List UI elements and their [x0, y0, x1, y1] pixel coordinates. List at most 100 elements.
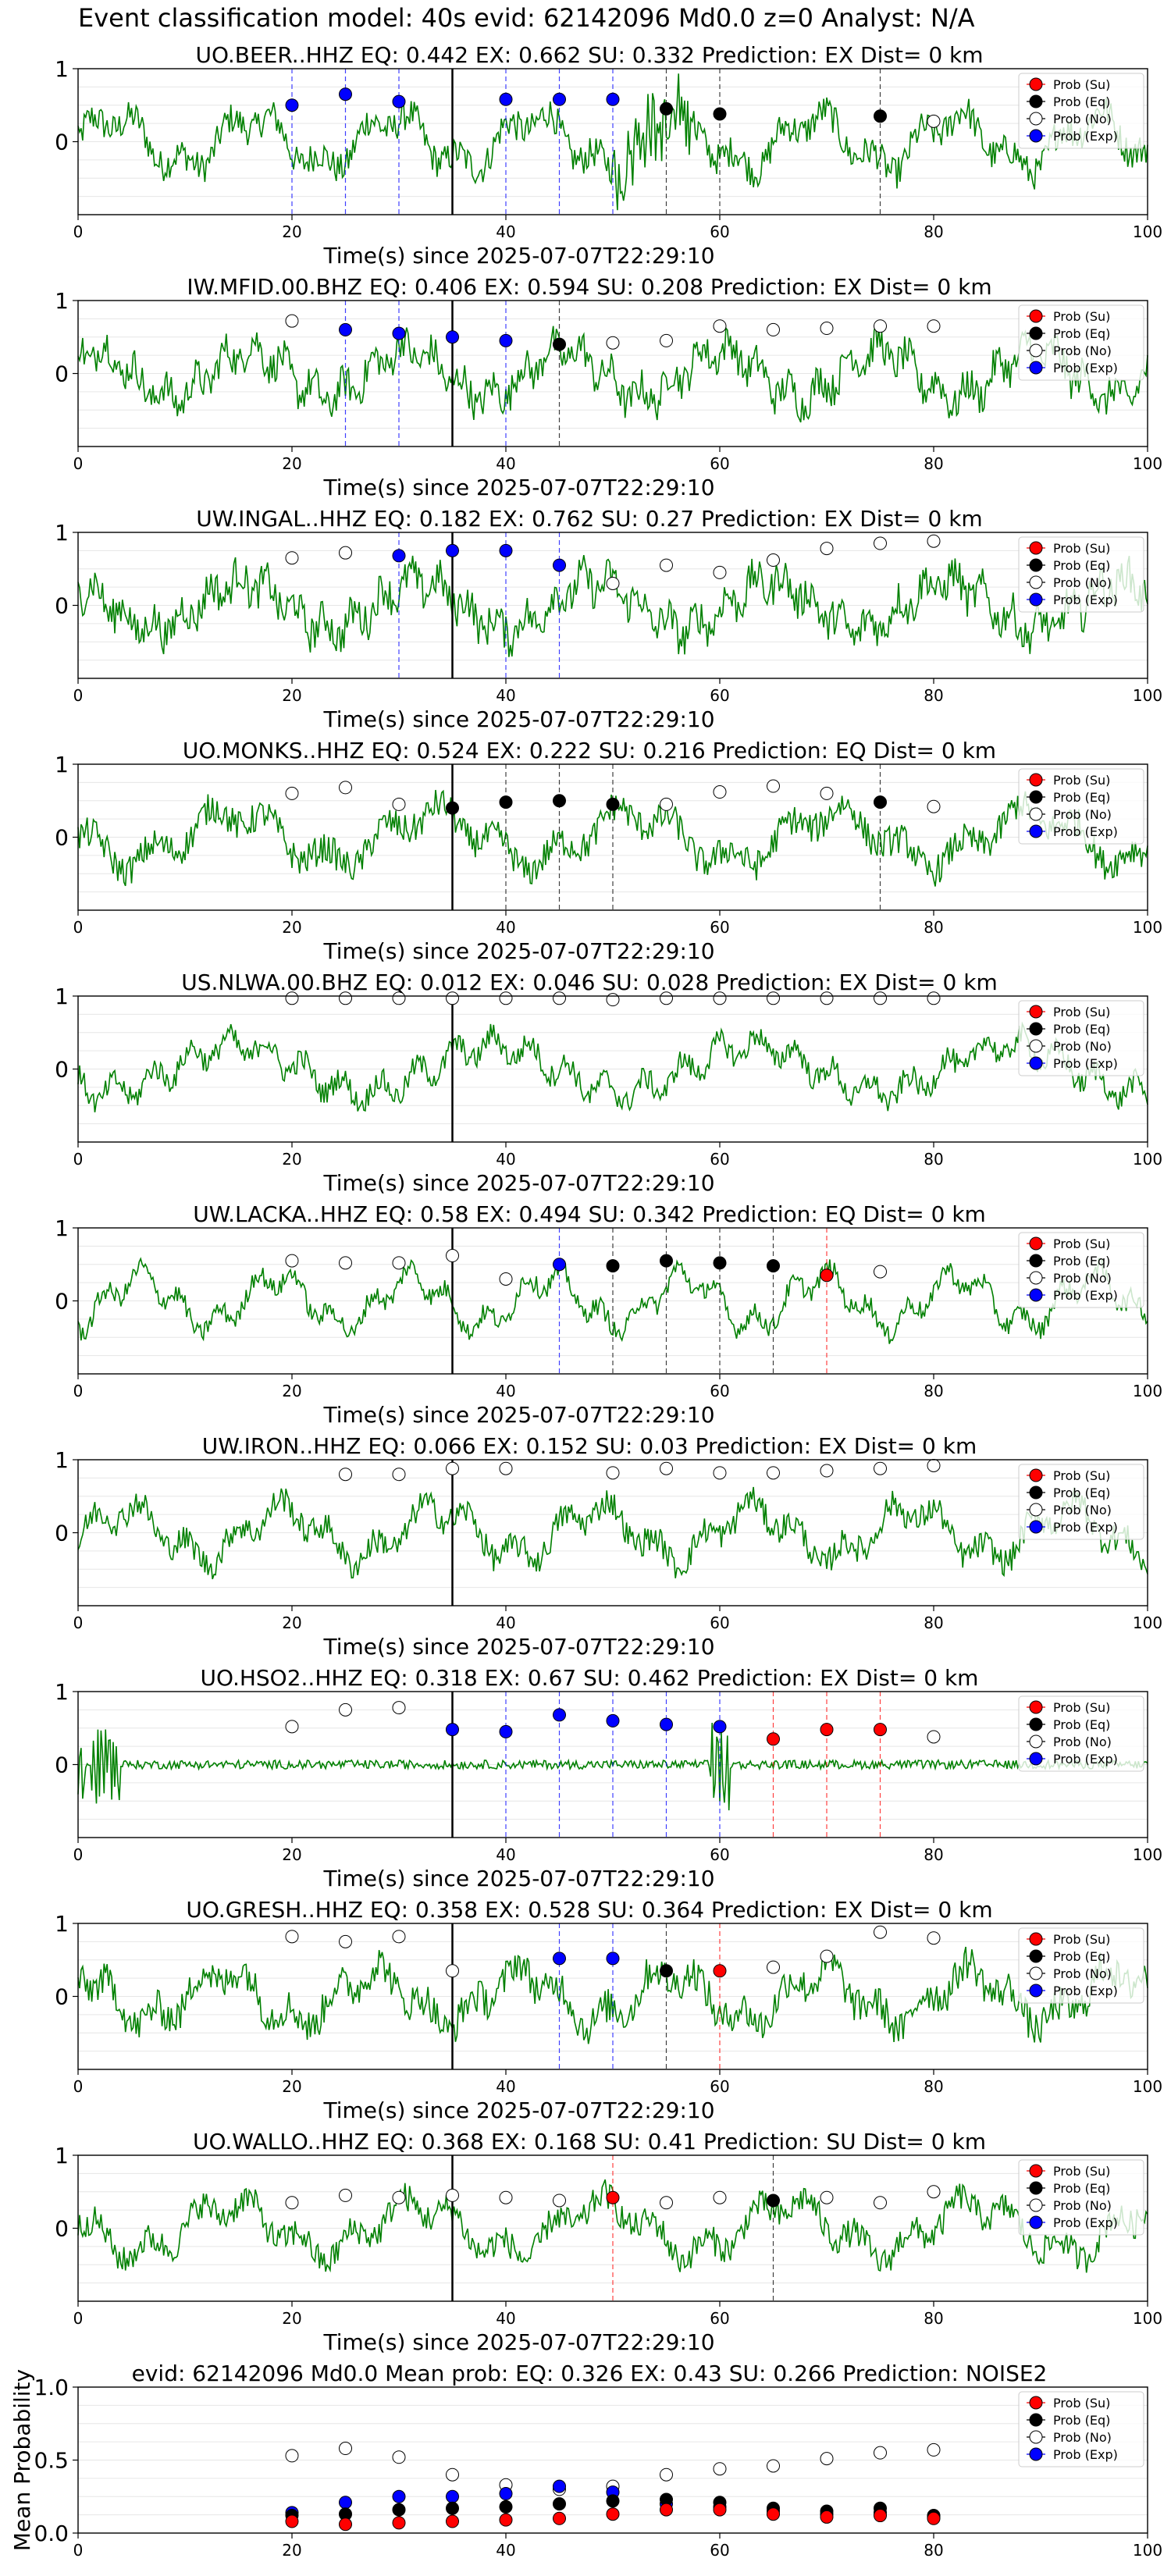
probability-point: [874, 109, 887, 123]
probability-point: [767, 1466, 780, 1480]
probability-point: [767, 2507, 780, 2521]
legend-marker: [1029, 1005, 1043, 1019]
probability-point: [767, 1960, 780, 1974]
probability-point: [499, 991, 513, 1005]
x-tick-label: 60: [710, 222, 729, 241]
probability-point: [660, 797, 673, 811]
probability-point: [446, 2188, 459, 2202]
probability-point: [285, 1254, 299, 1268]
probability-point: [606, 336, 620, 350]
x-tick-label: 80: [924, 2309, 943, 2328]
probability-point: [499, 1724, 513, 1738]
probability-point: [767, 991, 780, 1005]
probability-point: [339, 2496, 352, 2510]
legend-marker: [1029, 1966, 1043, 1980]
probability-point: [713, 2462, 727, 2476]
x-tick-label: 100: [1133, 686, 1162, 705]
probability-point: [874, 1265, 887, 1279]
legend-marker: [1029, 2198, 1043, 2212]
probability-point: [285, 314, 299, 328]
y-tick-label: 0: [55, 825, 69, 851]
x-axis-label: Time(s) since 2025-07-07T22:29:10: [322, 1634, 714, 1660]
x-axis-label: Time(s) since 2025-07-07T22:29:10: [322, 475, 714, 500]
x-tick-label: 0: [73, 454, 84, 473]
x-tick-label: 20: [282, 918, 301, 937]
probability-point: [660, 558, 673, 572]
x-tick-label: 40: [496, 2541, 515, 2560]
x-tick-label: 0: [73, 2077, 84, 2096]
probability-point: [874, 1925, 887, 1939]
probability-point: [446, 991, 459, 1005]
y-tick-label: 0: [55, 1752, 69, 1778]
probability-point: [874, 536, 887, 550]
legend-marker: [1029, 807, 1043, 821]
x-tick-label: 60: [710, 2541, 729, 2560]
legend-marker: [1029, 1752, 1043, 1766]
y-tick-label: 1: [55, 2143, 69, 2169]
legend-label: Prob (No): [1053, 1271, 1112, 1286]
legend-label: Prob (Su): [1053, 1468, 1110, 1483]
legend-marker: [1029, 309, 1043, 323]
x-tick-label: 40: [496, 1845, 515, 1864]
probability-point: [606, 1713, 620, 1727]
legend-box: [1018, 2391, 1144, 2467]
x-tick-label: 20: [282, 1150, 301, 1169]
legend-label: Prob (Su): [1053, 1005, 1110, 1019]
x-axis-label: Time(s) since 2025-07-07T22:29:10: [322, 1402, 714, 1428]
panel-title: UO.GRESH..HHZ EQ: 0.358 EX: 0.528 SU: 0.…: [186, 1897, 992, 1923]
legend-marker: [1029, 773, 1043, 787]
legend-box: [1018, 1464, 1144, 1540]
probability-point: [820, 786, 834, 800]
probability-point: [820, 2190, 834, 2204]
x-tick-label: 100: [1133, 2541, 1162, 2560]
probability-point: [606, 797, 620, 811]
probability-point: [927, 2185, 941, 2199]
probability-point: [660, 333, 673, 347]
probability-point: [339, 546, 352, 560]
probability-point: [660, 1964, 673, 1978]
x-tick-label: 40: [496, 222, 515, 241]
probability-point: [285, 98, 299, 112]
probability-point: [820, 542, 834, 556]
x-tick-label: 40: [496, 686, 515, 705]
probability-point: [446, 1723, 459, 1737]
probability-point: [767, 322, 780, 336]
probability-point: [874, 2446, 887, 2460]
probability-point: [927, 1458, 941, 1472]
probability-point: [660, 1461, 673, 1475]
probability-point: [553, 2194, 566, 2208]
probability-point: [285, 2449, 299, 2463]
probability-point: [927, 799, 941, 813]
legend-marker: [1029, 2164, 1043, 2178]
waveform-trace: [77, 554, 1148, 657]
legend-marker: [1029, 2447, 1043, 2461]
probability-point: [446, 1964, 459, 1978]
legend-marker: [1029, 1485, 1043, 1500]
legend-box: [1018, 768, 1144, 845]
x-tick-label: 0: [73, 2309, 84, 2328]
probability-point: [446, 1249, 459, 1263]
probability-point: [767, 1732, 780, 1746]
probability-point: [767, 779, 780, 793]
x-tick-label: 40: [496, 1150, 515, 1169]
y-tick-label: 0: [55, 130, 69, 155]
probability-point: [392, 1468, 406, 1482]
panel-title: UW.IRON..HHZ EQ: 0.066 EX: 0.152 SU: 0.0…: [202, 1433, 977, 1459]
legend-box: [1018, 2159, 1144, 2236]
probability-point: [553, 1258, 566, 1272]
legend-marker: [1029, 1717, 1043, 1731]
probability-point: [820, 991, 834, 1005]
legend-label: Prob (Exp): [1053, 1288, 1118, 1303]
waveform-trace: [77, 1486, 1148, 1580]
probability-point: [553, 1708, 566, 1722]
legend-label: Prob (Su): [1053, 1236, 1110, 1251]
probability-point: [446, 543, 459, 557]
panel-title: UW.INGAL..HHZ EQ: 0.182 EX: 0.762 SU: 0.…: [196, 506, 982, 532]
legend-label: Prob (No): [1053, 807, 1112, 822]
probability-point: [553, 92, 566, 106]
y-tick-label: 0: [55, 1057, 69, 1083]
x-tick-label: 60: [710, 454, 729, 473]
probability-point: [713, 991, 727, 1005]
